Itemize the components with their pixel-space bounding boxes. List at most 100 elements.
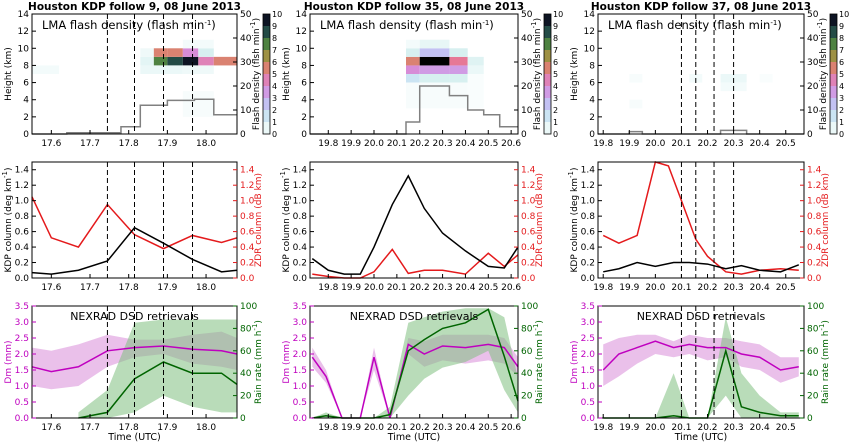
colorbar-segment	[544, 86, 551, 98]
flash-density-cell	[406, 65, 420, 74]
x-tick-label: 20.5	[478, 139, 498, 149]
y-tick-label: 0.8	[293, 212, 308, 222]
right-y-tick-label: 1.0	[807, 197, 822, 207]
y-tick-label: 2.5	[581, 334, 595, 344]
lma-label: LMA flash density (flash min-1)	[320, 18, 494, 32]
colorbar-tick-label: 7	[839, 46, 844, 55]
colorbar-tick-label: 4	[553, 82, 558, 91]
right-axis-label-sup: -1	[530, 21, 538, 28]
lma-label-sup: -1	[770, 19, 777, 27]
right-y-tick-label: 0.4	[521, 243, 536, 253]
flash-density-cell	[467, 65, 484, 74]
colorbar-segment	[544, 62, 551, 74]
x-tick-label: 20.1	[387, 423, 407, 433]
y-tick-label: 10	[584, 44, 596, 54]
plot-area	[310, 162, 518, 278]
y-tick-label: 6	[23, 79, 29, 89]
right-y-tick-label: 0	[240, 130, 246, 140]
y-tick-label: 1.2	[581, 181, 595, 191]
y-tick-label: 2	[589, 113, 595, 123]
colorbar-segment	[544, 98, 551, 110]
flash-density-cell	[140, 48, 154, 57]
x-tick-label: 20.1	[671, 283, 691, 293]
y-tick-label: 12	[584, 27, 595, 37]
right-y-tick-label: 50	[807, 10, 819, 20]
x-tick-label: 19.8	[593, 423, 613, 433]
axes-frame	[31, 13, 238, 135]
x-tick-label: 20.2	[697, 139, 717, 149]
right-y-tick-label: 20	[807, 82, 819, 92]
y-tick-label: 6	[301, 79, 307, 89]
lma-panel: LMA flash density (flash min-1)024681012…	[570, 10, 849, 149]
lma-label-main: LMA flash density (flash min	[608, 18, 770, 32]
y-tick-label: 1.2	[293, 181, 307, 191]
axes-frame	[597, 305, 805, 419]
y-axis-label-sup: -1	[1, 171, 9, 178]
y-tick-label: 0.4	[581, 243, 596, 253]
right-y-tick-label: 80	[240, 324, 252, 334]
right-y-tick-label: 0.8	[240, 212, 255, 222]
flash-density-cell	[182, 56, 199, 66]
x-tick-label: 19.9	[341, 139, 361, 149]
flash-density-cell	[153, 48, 168, 57]
x-tick-label: 20.2	[697, 283, 717, 293]
lma-label-main: LMA flash density (flash min	[320, 18, 482, 32]
right-y-tick-label: 20	[240, 392, 252, 402]
flash-rate-step-line	[310, 85, 518, 135]
flash-density-cell	[198, 56, 214, 66]
lma-label: LMA flash density (flash min-1)	[608, 18, 782, 32]
x-tick-label: 20.4	[750, 283, 770, 293]
y-tick-label: 2.0	[581, 350, 596, 360]
right-y-tick-label: 0.0	[807, 274, 822, 284]
y-tick-label: 6	[589, 79, 595, 89]
x-tick-label: 20.4	[455, 139, 475, 149]
colorbar-segment	[830, 14, 837, 26]
y-tick-label: 8	[301, 61, 307, 71]
y-tick-label: 12	[296, 27, 307, 37]
right-y-tick-label: 0.4	[240, 243, 255, 253]
nexrad-panel: NEXRAD DSD retrievals 0.0 0.5 1.0 1.5 2.0 2.5 3…	[570, 302, 831, 443]
y-tick-label: 0.8	[15, 212, 30, 222]
right-axis-label: Flash density (flsh min-1)	[530, 18, 543, 130]
colorbar-tick-label: 6	[839, 58, 844, 67]
y-tick-label: 0	[23, 130, 29, 140]
y-tick-label: 2	[23, 113, 29, 123]
y-tick-label: 8	[589, 61, 595, 71]
y-tick-label: 1.5	[293, 366, 307, 376]
right-y-tick-label: 1.2	[807, 181, 821, 191]
x-tick-label: 19.8	[593, 139, 613, 149]
x-tick-label: 20.3	[724, 423, 744, 433]
y-tick-label: 14	[584, 10, 596, 20]
x-tick-label: 20.3	[433, 139, 453, 149]
colorbar-segment	[830, 122, 837, 134]
column-3: Houston KDP follow 37, 08 June 2013 LMA f…	[567, 1, 849, 443]
x-tick-label: 20.3	[724, 283, 744, 293]
colorbar-segment	[544, 122, 551, 134]
right-axis-label-sup: -1	[249, 21, 257, 28]
right-y-tick-label: 80	[521, 324, 533, 334]
x-tick-label: 20.4	[455, 423, 475, 433]
kdp-series-line	[311, 174, 519, 275]
y-tick-label: 0	[301, 130, 307, 140]
colorbar-tick-label: 9	[272, 22, 277, 31]
flash-density-cell	[167, 48, 183, 57]
x-tick-label: 17.6	[41, 139, 61, 149]
lma-panel: LMA flash density (flash min-1)024681012…	[4, 10, 282, 149]
x-tick-label: 20.4	[750, 423, 770, 433]
y-axis-label-main: KDP column (deg km	[282, 178, 292, 272]
x-tick-label: 20.0	[645, 283, 665, 293]
colorbar-tick-label: 3	[839, 94, 844, 103]
y-axis-label-end: )	[570, 168, 580, 172]
flash-density-cell	[182, 91, 214, 117]
colorbar-segment	[830, 62, 837, 74]
right-y-tick-label: 60	[807, 347, 819, 357]
right-axis-label: ZDR column (dB km)	[535, 173, 545, 267]
right-axis-label-end: )	[254, 320, 264, 324]
y-tick-label: 0.0	[15, 274, 30, 284]
right-axis-label-main: Flash density (flsh min	[819, 28, 829, 130]
y-tick-label: 0.2	[293, 259, 307, 269]
x-tick-label: 17.8	[119, 423, 139, 433]
y-axis-label-sup: -1	[279, 171, 287, 178]
x-tick-label: 20.0	[645, 139, 665, 149]
